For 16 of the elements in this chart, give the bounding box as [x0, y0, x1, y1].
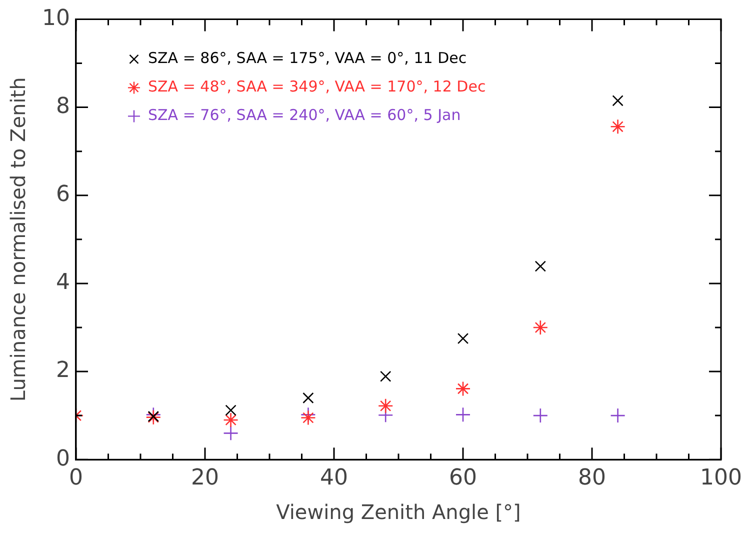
legend-label: SZA = 86°, SAA = 175°, VAA = 0°, 11 Dec — [148, 49, 467, 68]
y-tick-label: 10 — [42, 6, 70, 31]
x-tick-label: 20 — [190, 466, 219, 491]
y-axis-title: Luminance normalised to Zenith — [6, 77, 30, 402]
y-tick-label: 6 — [56, 182, 70, 208]
y-tick-label: 4 — [56, 270, 70, 296]
y-tick-label: 0 — [56, 446, 70, 472]
y-tick-label: 8 — [56, 94, 70, 119]
y-tick-label: 2 — [56, 358, 70, 384]
legend-label: SZA = 48°, SAA = 349°, VAA = 170°, 12 Dec — [148, 78, 486, 96]
x-tick-label: 40 — [320, 466, 348, 491]
x-axis-title: Viewing Zenith Angle [°] — [276, 500, 521, 524]
x-tick-label: 80 — [578, 466, 606, 491]
x-tick-label: 100 — [700, 466, 742, 491]
legend-label: SZA = 76°, SAA = 240°, VAA = 60°, 5 Jan — [148, 106, 461, 124]
x-tick-label: 60 — [449, 466, 477, 491]
